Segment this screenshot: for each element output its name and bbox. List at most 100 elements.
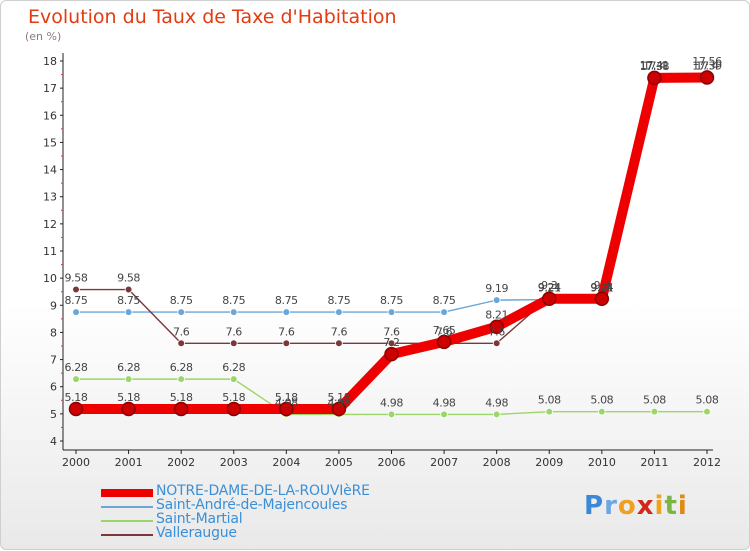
data-point-1 — [440, 308, 448, 316]
y-tick-label: 8 — [50, 326, 57, 339]
y-tick-label: 13 — [43, 191, 57, 204]
data-point-1 — [282, 308, 291, 316]
data-label: 5.08 — [696, 394, 719, 407]
y-tick-label: 12 — [43, 218, 57, 231]
data-label: 7.6 — [383, 325, 400, 338]
data-point-2 — [229, 375, 238, 383]
data-point-0 — [279, 401, 294, 417]
data-label: 7.6 — [226, 325, 243, 338]
x-tick-label: 2001 — [115, 456, 143, 469]
data-point-0 — [594, 291, 610, 307]
data-label: 17.4 — [643, 59, 666, 72]
legend-label: NOTRE-DAME-DE-LA-ROUVIèRE — [156, 483, 370, 499]
data-label: 8.75 — [380, 294, 403, 307]
data-point-0 — [331, 401, 347, 417]
series-line-1 — [75, 72, 708, 313]
data-point-0 — [699, 70, 715, 85]
data-label: 8.21 — [485, 309, 508, 322]
data-label: 6.28 — [222, 361, 245, 374]
data-point-3 — [177, 339, 185, 348]
data-point-2 — [177, 375, 185, 383]
legend-swatch — [101, 534, 153, 536]
data-label: 17.56 — [692, 55, 722, 68]
x-tick-label: 2007 — [430, 456, 458, 469]
chart-title: Evolution du Taux de Taxe d'Habitation — [28, 6, 397, 28]
data-label: 8.75 — [222, 294, 245, 307]
data-point-2 — [703, 407, 711, 416]
data-label: 7.6 — [436, 325, 453, 338]
data-label: 6.28 — [117, 361, 140, 374]
data-label: 5.18 — [222, 391, 245, 404]
y-tick-label: 11 — [43, 245, 57, 258]
data-point-3 — [282, 339, 291, 348]
y-tick-label: 4 — [50, 435, 57, 448]
data-label: 9.3 — [594, 279, 611, 292]
data-point-2 — [650, 407, 659, 416]
data-label: 9.24 — [590, 281, 613, 294]
data-point-1 — [72, 308, 80, 316]
y-tick-label: 18 — [43, 55, 57, 68]
data-label: 8.75 — [65, 294, 88, 307]
x-tick-label: 2004 — [272, 456, 300, 469]
data-point-3 — [335, 339, 343, 348]
data-point-0 — [173, 401, 189, 417]
data-point-0 — [489, 319, 504, 334]
data-label: 17.4 — [696, 59, 719, 72]
data-point-3 — [387, 339, 396, 348]
data-point-0 — [436, 334, 452, 350]
data-point-1 — [387, 308, 396, 316]
data-label: 5.18 — [275, 391, 298, 404]
data-label: 7.6 — [331, 325, 348, 338]
data-label: 17.39 — [692, 60, 722, 73]
x-tick-label: 2012 — [693, 456, 721, 469]
data-label: 5.08 — [643, 394, 666, 407]
x-tick-label: 2002 — [167, 456, 195, 469]
y-tick-label: 14 — [43, 164, 57, 177]
data-label: 9.21 — [538, 282, 561, 295]
data-label: 7.2 — [383, 336, 399, 349]
data-point-3 — [72, 285, 80, 294]
data-label: 4.98 — [380, 396, 403, 409]
data-point-2 — [545, 407, 554, 416]
data-point-0 — [226, 401, 241, 417]
data-label: 8.75 — [117, 294, 140, 307]
data-label: 6.28 — [170, 361, 193, 374]
data-label: 8.75 — [275, 294, 298, 307]
data-point-0 — [68, 401, 84, 417]
data-point-1 — [229, 308, 238, 316]
data-point-2 — [72, 375, 80, 383]
data-label: 8.75 — [433, 294, 456, 307]
chart-subtitle: (en %) — [25, 30, 62, 43]
x-tick-label: 2010 — [588, 456, 616, 469]
data-point-2 — [387, 410, 396, 419]
legend-label: Valleraugue — [156, 525, 237, 541]
data-label: 7.6 — [173, 325, 190, 338]
data-point-0 — [647, 70, 662, 86]
data-label: 9.19 — [485, 282, 508, 295]
data-label: 17.41 — [640, 59, 670, 72]
data-point-1 — [492, 296, 501, 304]
x-tick-label: 2009 — [535, 456, 563, 469]
data-label: 7.6 — [489, 325, 506, 338]
data-point-1 — [177, 308, 185, 316]
legend-swatch — [101, 489, 153, 497]
data-label: 9.21 — [590, 282, 613, 295]
proxiti-logo: Proxiti — [584, 491, 688, 521]
data-label: 9.3 — [541, 279, 558, 292]
data-label: 4.98 — [275, 396, 298, 409]
legend-swatch — [101, 506, 153, 508]
data-label: 9.58 — [65, 272, 88, 285]
data-label: 9.24 — [538, 281, 561, 294]
data-label: 4.98 — [485, 396, 508, 409]
data-point-2 — [124, 375, 133, 383]
data-point-2 — [440, 410, 448, 419]
legend-label: Saint-André-de-Majencoules — [156, 497, 348, 513]
data-point-3 — [124, 285, 133, 294]
data-label: 17.38 — [640, 60, 670, 73]
x-tick-label: 2003 — [220, 456, 248, 469]
data-point-0 — [384, 346, 399, 362]
data-point-0 — [542, 291, 557, 307]
data-point-0 — [121, 401, 136, 417]
data-label: 5.08 — [590, 394, 613, 407]
